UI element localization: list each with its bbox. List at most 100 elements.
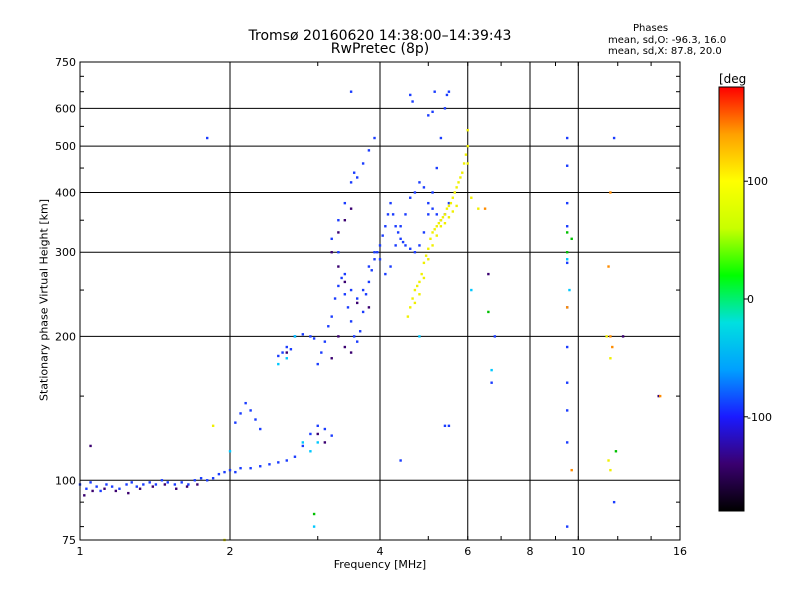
data-point xyxy=(343,345,347,349)
data-point xyxy=(301,444,305,448)
data-point xyxy=(441,216,445,219)
grid-lines xyxy=(80,62,680,540)
colorbar-tick-label: -100 xyxy=(747,411,772,424)
data-point xyxy=(285,345,288,349)
data-point xyxy=(352,335,356,338)
data-point xyxy=(343,293,347,296)
data-point xyxy=(268,463,271,466)
data-point xyxy=(455,204,458,208)
data-point xyxy=(447,424,451,428)
data-point xyxy=(609,357,612,360)
y-tick-label: 400 xyxy=(55,186,76,199)
data-point xyxy=(83,494,86,497)
data-point xyxy=(427,201,430,205)
data-point xyxy=(435,213,438,216)
data-point xyxy=(413,251,417,254)
y-tick-label: 600 xyxy=(55,102,76,115)
data-point xyxy=(370,269,373,272)
data-point xyxy=(103,487,106,490)
data-point xyxy=(565,345,569,349)
data-point xyxy=(361,310,365,314)
data-point xyxy=(490,381,493,384)
data-point xyxy=(154,483,158,486)
data-point xyxy=(125,483,128,486)
data-point xyxy=(378,258,382,261)
x-tick-label: 1 xyxy=(77,545,84,558)
data-point xyxy=(293,335,297,338)
data-point xyxy=(349,320,353,323)
data-point xyxy=(340,276,343,280)
data-point xyxy=(490,368,493,372)
data-point xyxy=(349,351,353,354)
data-point xyxy=(91,489,94,493)
data-point xyxy=(330,434,333,437)
data-point xyxy=(389,265,392,268)
data-point xyxy=(114,489,118,493)
y-tick-label: 100 xyxy=(55,474,76,487)
data-point xyxy=(404,213,407,216)
data-point xyxy=(409,196,412,199)
data-point xyxy=(413,301,417,305)
data-point xyxy=(244,401,247,405)
data-point xyxy=(565,261,569,265)
data-point xyxy=(413,288,417,292)
data-point xyxy=(611,345,614,349)
data-point xyxy=(439,219,443,222)
colorbar-tick-label: 0 xyxy=(747,293,754,306)
x-tick-label: 10 xyxy=(571,545,585,558)
data-point xyxy=(259,465,262,468)
data-point xyxy=(239,466,242,470)
data-point xyxy=(85,487,88,490)
data-point xyxy=(424,254,428,257)
data-point xyxy=(343,219,347,222)
data-point xyxy=(394,244,397,247)
data-point xyxy=(309,450,312,453)
data-point xyxy=(333,297,337,300)
data-point xyxy=(309,335,312,338)
data-point xyxy=(455,186,458,189)
data-point xyxy=(99,489,102,493)
data-point xyxy=(373,136,376,140)
data-point xyxy=(249,466,252,470)
data-point xyxy=(415,284,419,288)
data-point xyxy=(565,381,569,384)
data-point xyxy=(427,213,430,216)
data-point xyxy=(422,186,426,189)
data-point xyxy=(89,481,92,484)
data-point xyxy=(609,335,612,338)
data-point xyxy=(355,340,359,343)
data-point xyxy=(349,90,353,93)
data-point xyxy=(607,265,610,268)
data-point xyxy=(418,244,421,247)
data-point xyxy=(89,444,92,448)
data-point xyxy=(399,459,402,462)
data-point xyxy=(411,100,414,103)
data-point xyxy=(316,441,319,444)
data-point xyxy=(316,424,319,428)
data-point xyxy=(196,483,199,486)
data-point xyxy=(483,207,487,210)
data-point xyxy=(361,162,365,165)
data-point xyxy=(422,261,426,265)
data-point xyxy=(259,427,262,431)
data-point xyxy=(418,181,421,184)
data-point xyxy=(293,455,297,458)
data-point xyxy=(431,244,434,247)
data-point xyxy=(180,481,183,484)
data-point xyxy=(349,207,353,210)
data-point xyxy=(487,310,490,314)
data-point xyxy=(327,325,330,328)
data-point xyxy=(323,340,327,343)
data-point xyxy=(316,432,319,436)
data-point xyxy=(466,128,469,132)
data-point xyxy=(439,225,443,228)
data-point xyxy=(409,247,412,250)
data-point xyxy=(254,418,257,421)
y-tick-label: 75 xyxy=(62,534,76,547)
data-point xyxy=(175,487,178,490)
data-point xyxy=(389,201,392,205)
data-point xyxy=(418,335,421,338)
data-point xyxy=(367,280,371,284)
data-point xyxy=(607,459,610,462)
data-point xyxy=(413,191,417,194)
